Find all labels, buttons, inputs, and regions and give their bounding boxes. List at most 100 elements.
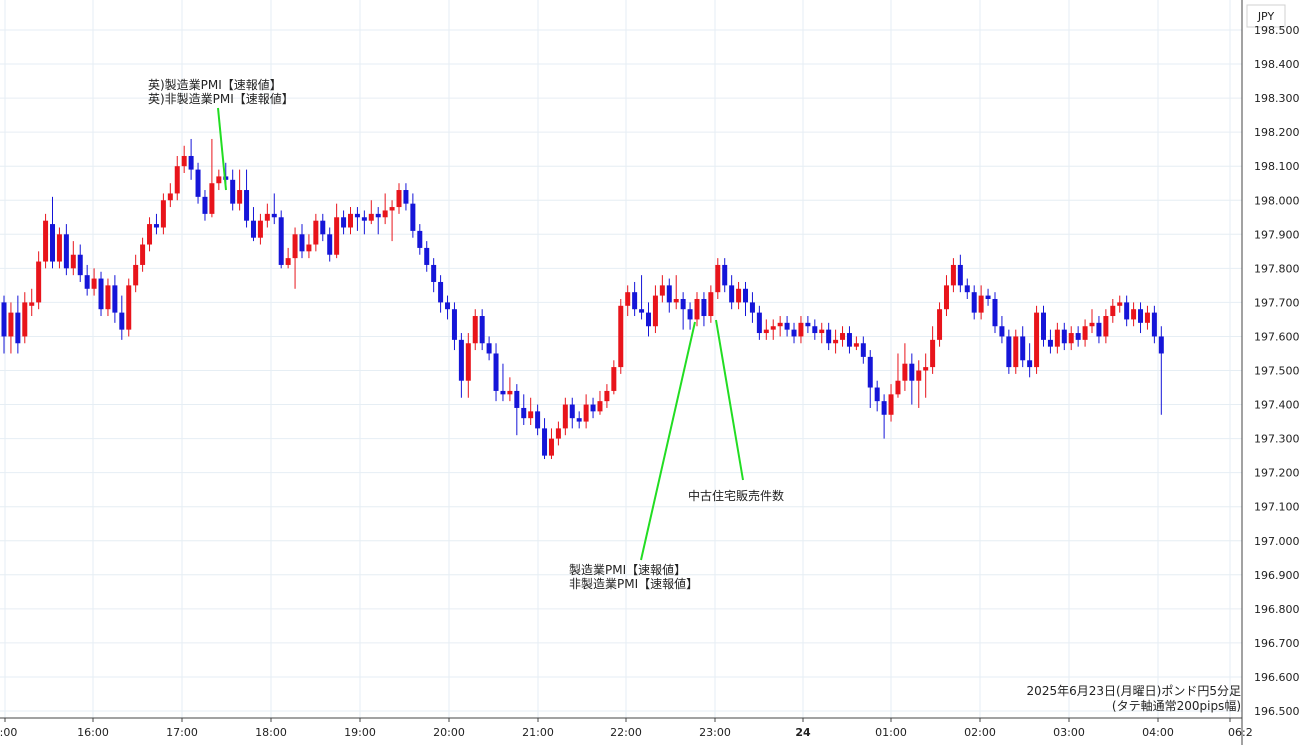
candle: [1006, 329, 1012, 374]
candle: [1089, 309, 1095, 334]
candle: [313, 213, 319, 252]
annotation-pointer: [640, 321, 696, 561]
candle-body: [77, 254, 83, 276]
candle: [1054, 322, 1060, 354]
candle-body: [292, 234, 298, 259]
candle-body: [798, 322, 804, 337]
candle-body: [188, 155, 194, 170]
candle: [985, 288, 991, 306]
candle: [341, 210, 347, 235]
x-tick-label: 16:00: [77, 726, 109, 739]
candle: [98, 271, 104, 317]
candle-body: [632, 292, 638, 310]
candle: [652, 285, 658, 334]
candle-body: [930, 339, 936, 368]
candle-body: [895, 380, 901, 395]
candle-body: [174, 166, 180, 194]
candle-body: [514, 390, 520, 408]
currency-label: JPY: [1257, 10, 1275, 23]
candle: [743, 281, 749, 317]
candle: [320, 213, 326, 242]
candle: [1144, 305, 1150, 330]
candle: [202, 190, 208, 221]
candle: [937, 302, 943, 347]
candle: [694, 292, 700, 327]
candle: [1082, 319, 1088, 347]
candle: [133, 254, 139, 293]
candle: [153, 213, 159, 235]
candle-body: [833, 339, 839, 344]
candle-body: [56, 234, 62, 262]
candle-body: [597, 401, 603, 412]
candle-body: [29, 302, 35, 306]
candle: [1027, 343, 1033, 378]
candle-body: [770, 326, 776, 330]
candle: [493, 343, 499, 402]
candle-body: [140, 244, 146, 265]
candle-body: [486, 343, 492, 354]
candle-body: [888, 394, 894, 415]
candle-body: [1041, 312, 1046, 340]
candle-body: [1117, 302, 1123, 306]
candle-body: [112, 285, 118, 313]
candle-body: [458, 339, 464, 381]
candle-body: [1131, 309, 1137, 320]
candle: [8, 302, 14, 354]
candle: [756, 305, 762, 340]
y-tick-label: 198.200: [1254, 126, 1300, 139]
candle: [29, 288, 35, 317]
candle-body: [1124, 302, 1130, 320]
candle-body: [853, 343, 859, 347]
annotation-label: 中古住宅販売件数: [688, 488, 784, 503]
candle: [91, 268, 97, 296]
candle-body: [119, 312, 125, 330]
candle: [77, 244, 83, 282]
candle-body: [313, 220, 319, 245]
candle: [881, 394, 887, 439]
candle-body: [937, 309, 943, 340]
candle: [798, 316, 804, 344]
candle: [1041, 305, 1046, 347]
candle-body: [382, 210, 388, 218]
candle: [971, 285, 977, 320]
candle-body: [271, 213, 277, 218]
candle: [722, 258, 728, 293]
x-tick-label: 18:00: [255, 726, 287, 739]
candle-body: [1138, 309, 1144, 323]
candle: [43, 213, 49, 269]
candle: [292, 227, 298, 289]
candle-body: [777, 322, 783, 327]
candle-body: [1054, 329, 1060, 347]
candle-body: [1110, 305, 1116, 317]
candle-body: [1034, 312, 1040, 368]
candle: [895, 353, 901, 398]
candle: [1103, 309, 1109, 344]
candle-body: [257, 220, 263, 238]
candle-body: [743, 288, 749, 303]
candle-body: [916, 370, 922, 381]
chart-note: 2025年6月23日(月曜日)ポンド円5分足 (タテ軸通常200pips幅): [1027, 684, 1241, 713]
annotation-pointer: [715, 319, 744, 481]
candle: [160, 193, 166, 235]
candle-body: [957, 264, 963, 286]
candle: [396, 183, 402, 214]
candle: [1061, 322, 1067, 351]
candle: [84, 264, 90, 296]
candle: [465, 333, 471, 398]
candle-body: [244, 190, 250, 221]
annotation-label: 英)非製造業PMI【速報値】: [148, 91, 294, 106]
candle: [264, 203, 270, 228]
candle: [327, 227, 333, 262]
candle: [147, 217, 153, 252]
candle: [1138, 302, 1144, 334]
candle-body: [542, 428, 548, 456]
candle-body: [694, 298, 700, 320]
candle: [1020, 326, 1026, 368]
x-tick-label: 20:00: [433, 726, 465, 739]
candle-body: [583, 404, 589, 422]
candle: [451, 302, 457, 351]
candle-body: [230, 179, 236, 204]
candle-body: [881, 401, 887, 415]
candle: [562, 397, 568, 436]
